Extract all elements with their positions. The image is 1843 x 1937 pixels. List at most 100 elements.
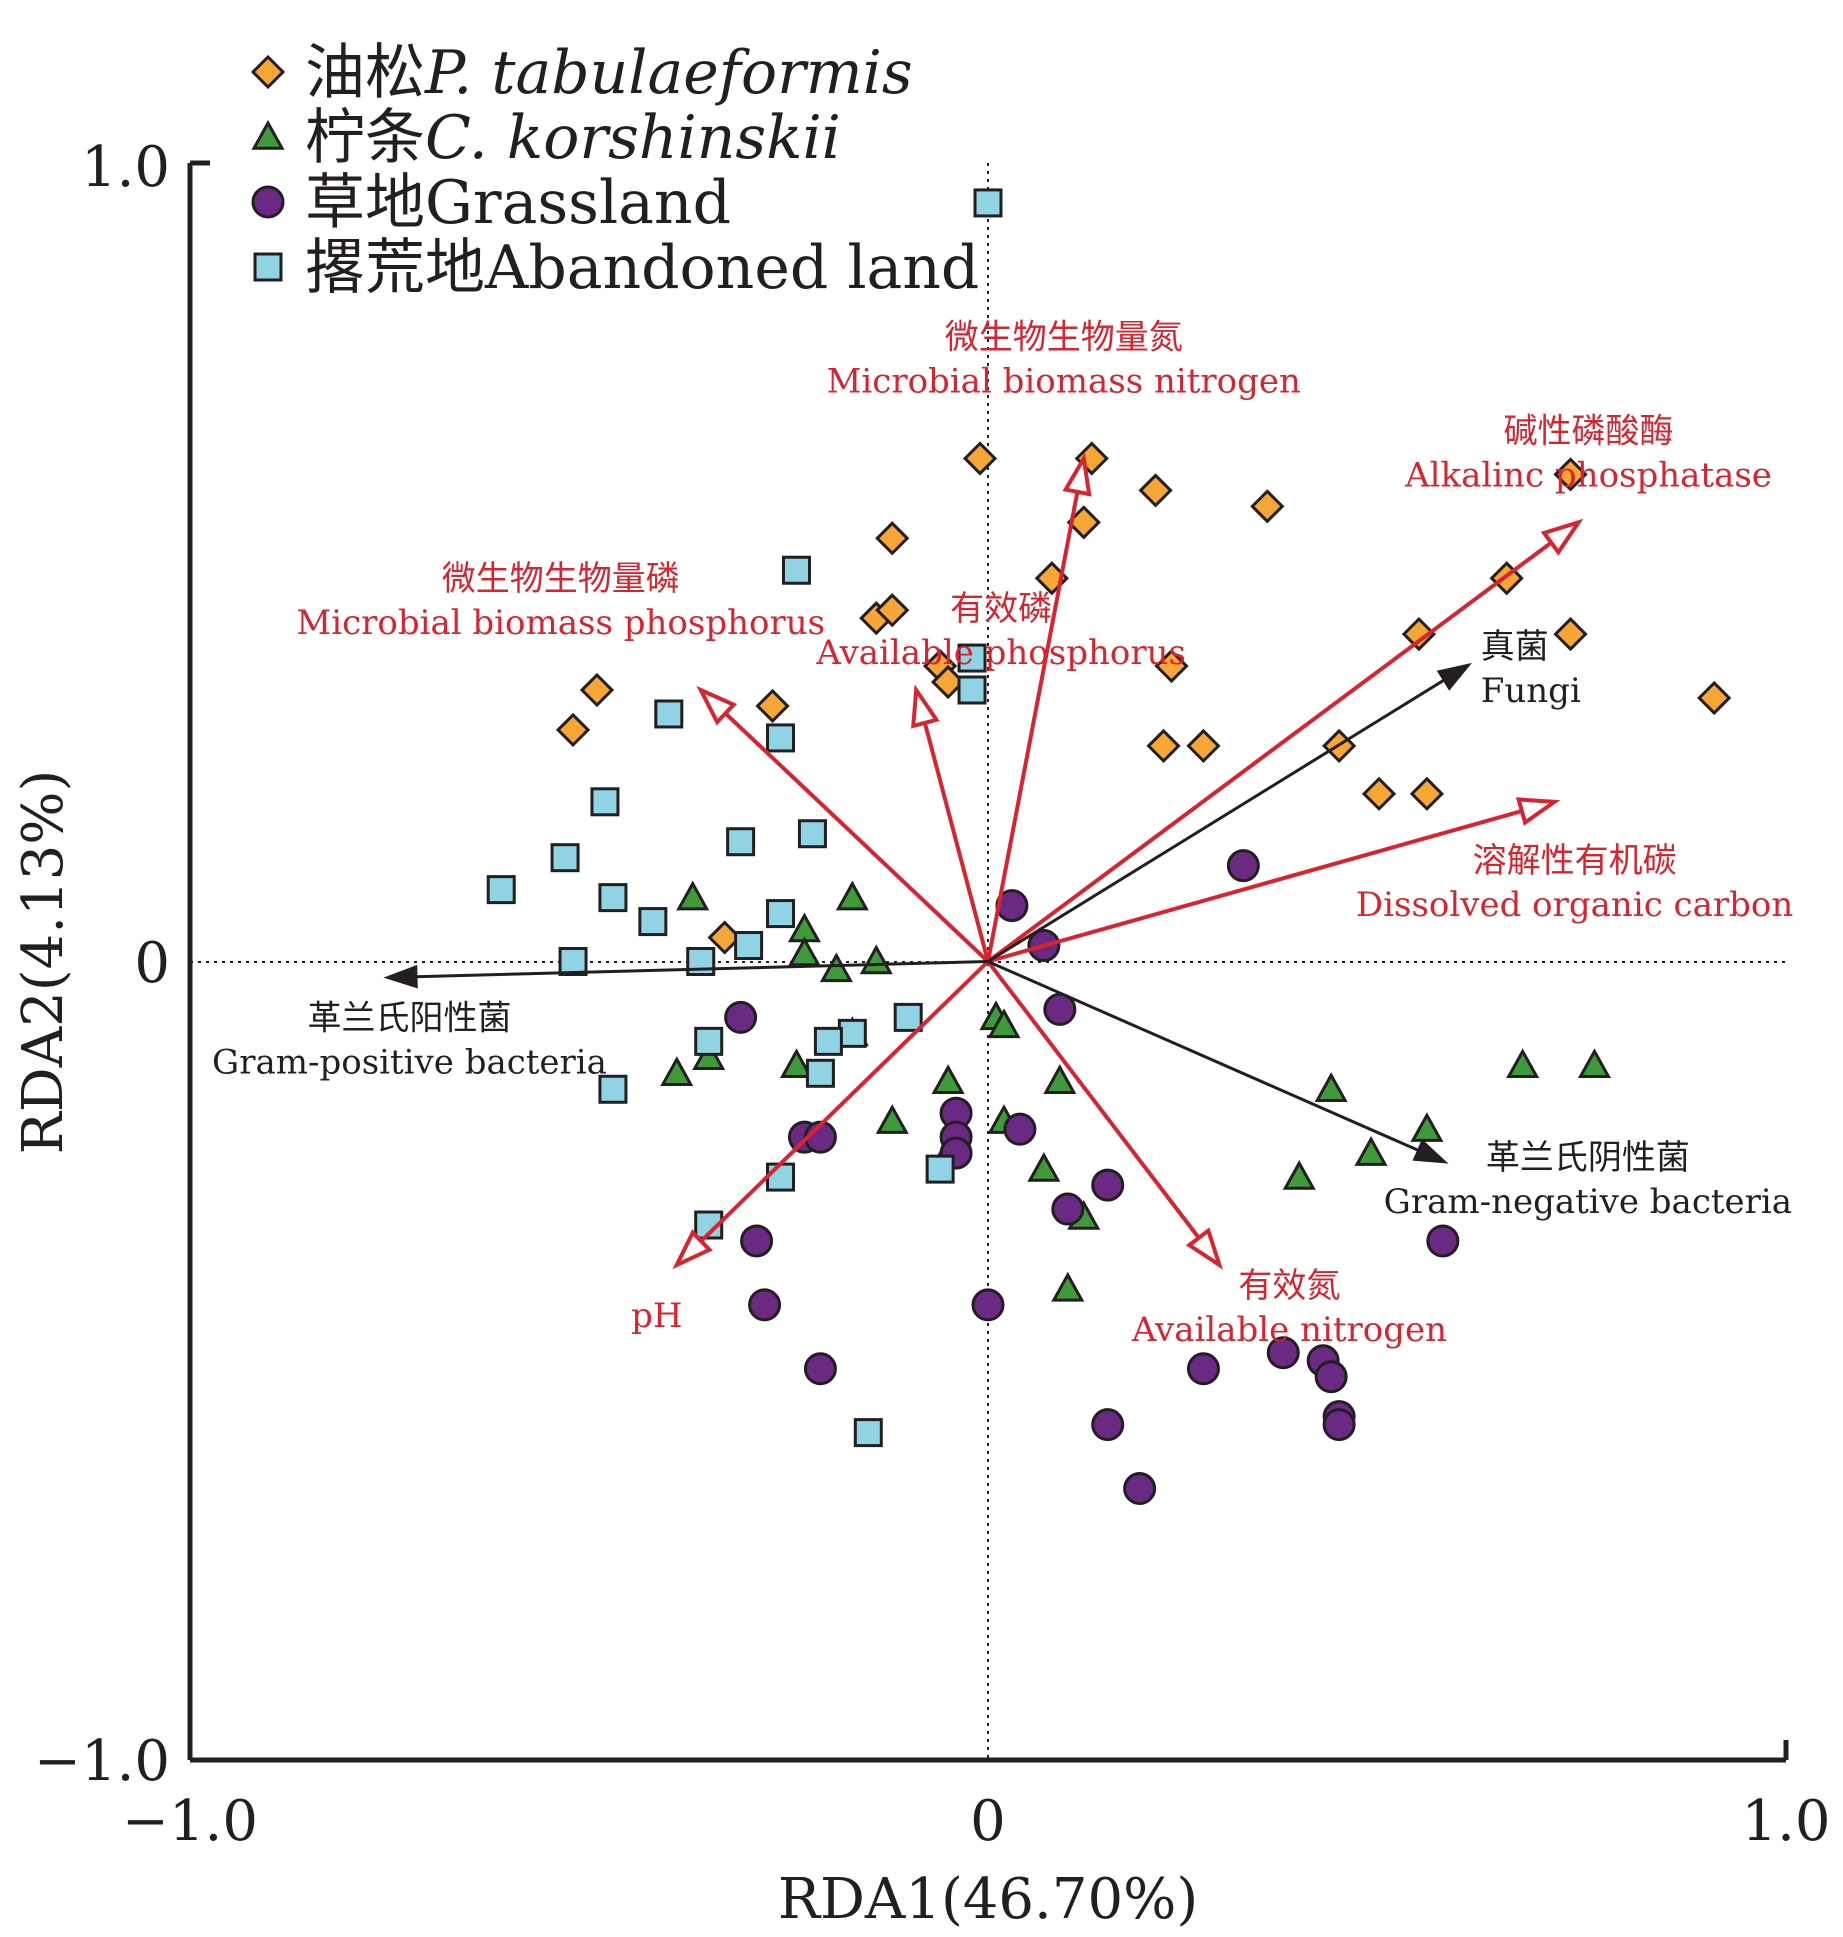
vector-arrowhead [696,685,738,726]
diamond-point-8 [875,593,910,628]
legend-item-1: 柠条C. korshinskii [251,103,841,173]
diamond-point-15 [1553,616,1588,652]
circle-point-24 [1123,1472,1157,1506]
circle-point-23 [1091,1408,1125,1442]
square-point-10 [638,907,668,937]
triangle-point-2 [835,880,869,911]
series-square [486,188,1003,1448]
square-point-18 [813,1026,843,1056]
square-point-20 [805,1058,835,1088]
vector-label-cn: 微生物生物量磷 [442,559,680,599]
triangle-point-11 [931,1064,965,1094]
square-point-21 [598,1074,628,1104]
series-diamond [555,441,1732,955]
triangle-point-23 [1410,1112,1444,1142]
square-point-11 [726,827,756,857]
square-point-0 [973,188,1003,218]
y-tick-label-top: 1.0 [81,135,170,200]
circle-point-20 [1314,1360,1348,1394]
square-point-6 [590,787,620,817]
legend-marker-circle [251,185,285,219]
circle-point-16 [803,1352,837,1386]
circle-point-0 [1226,849,1260,883]
diamond-point-19 [1186,728,1221,764]
legend-label: 油松P. tabulaeformis [305,38,913,108]
vector-line [987,809,1523,964]
vector-label-cn: 真菌 [1481,627,1549,667]
square-point-1 [781,555,811,585]
triangle-point-5 [859,944,893,975]
diamond-point-0 [962,441,998,476]
vector-line [986,541,1553,964]
x-tick-label-right: 1.0 [1741,1789,1830,1854]
legend-item-3: 撂荒地Abandoned land [253,233,979,303]
triangle-point-14 [987,1008,1021,1039]
vector-label-en: Microbial biomass phosphorus [296,603,825,643]
diamond-point-21 [1409,776,1445,811]
diamond-point-22 [579,672,615,708]
vector-line [986,491,1080,962]
vector-line [415,960,989,979]
diamond-point-4 [875,521,910,556]
diamond-point-11 [1154,648,1189,684]
vector-arrowhead [1062,452,1092,497]
square-point-3 [957,675,987,705]
triangle-point-20 [1314,1072,1348,1102]
square-point-8 [486,875,516,905]
triangle-point-10 [875,1104,909,1134]
diamond-point-16 [1697,680,1732,716]
triangle-point-24 [1506,1048,1540,1079]
diamond-point-2 [1138,473,1173,508]
square-point-23 [766,1162,796,1192]
vector-label-en: Gram-positive bacteria [212,1042,607,1082]
vector-label-cn: 革兰氏阴性菌 [1486,1138,1690,1178]
legend-marker-triangle [251,119,285,150]
x-tick-label-left: −1.0 [122,1789,258,1854]
vector-label-en: Available nitrogen [1131,1310,1447,1350]
circle-point-4 [724,1000,758,1034]
circle-point-17 [1186,1352,1220,1386]
vector-line [724,711,990,963]
triangle-point-25 [1577,1048,1612,1079]
legend-label: 撂荒地Abandoned land [305,233,979,303]
triangle-point-22 [1354,1136,1388,1166]
square-point-13 [766,899,796,929]
circle-point-10 [1003,1112,1037,1146]
diamond-point-20 [1361,776,1397,811]
vector-label-cn: 微生物生物量氮 [945,317,1183,357]
triangle-point-17 [1027,1152,1061,1182]
vector-label-en: Microbial biomass nitrogen [827,361,1301,401]
square-point-16 [558,947,588,976]
diamond-point-12 [1401,616,1437,652]
vector-arrowhead [911,684,940,729]
vector-line [699,960,990,1243]
vector-arrowhead [1185,1227,1224,1270]
vector-label-cn: 有效氮 [1238,1266,1340,1306]
legend-marker-diamond [250,54,286,90]
square-point-7 [550,843,580,873]
square-point-26 [853,1418,883,1448]
square-point-17 [837,1018,867,1048]
zero-lines [190,163,1786,1760]
legend-label: 草地Grassland [305,168,731,238]
vector-arrowhead [1540,518,1584,556]
triangle-point-7 [692,1040,726,1071]
x-axis-title: RDA1(46.70%) [778,1867,1198,1932]
triangle-point-3 [787,936,822,967]
y-tick-label-bottom: −1.0 [34,1729,170,1794]
vector-label-cn: 革兰氏阳性菌 [308,998,512,1038]
vector-label-en: Alkalinc phosphatase [1404,455,1772,495]
vector-label-en: Gram-negative bacteria [1384,1182,1792,1222]
vector-arrowhead [672,1229,713,1270]
triangle-point-8 [779,1048,814,1079]
diamond-point-18 [1146,728,1181,764]
